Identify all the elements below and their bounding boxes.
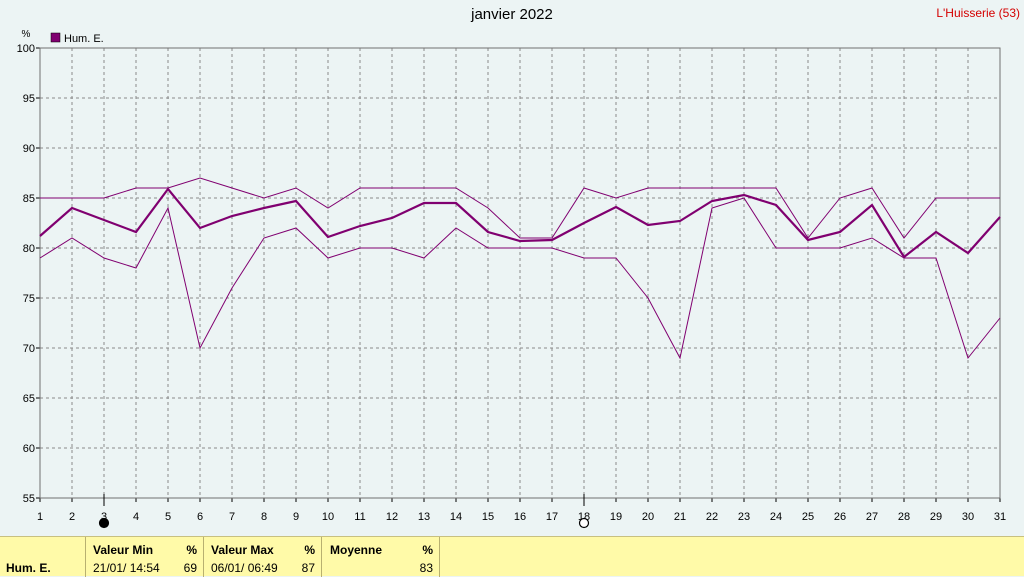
y-tick-label: 90 xyxy=(23,143,35,155)
series-line-max xyxy=(40,177,1000,239)
x-tick-label: 27 xyxy=(866,511,878,523)
y-tick-label: 75 xyxy=(23,293,35,305)
x-tick-label: 5 xyxy=(165,511,171,523)
series-line-min xyxy=(39,197,1001,360)
series-line-mean xyxy=(39,187,1001,259)
y-tick-label: 80 xyxy=(23,243,35,255)
min-value: 69 xyxy=(183,561,197,575)
x-tick-label: 22 xyxy=(706,511,718,523)
series-lines xyxy=(39,177,1001,360)
x-tick-label: 10 xyxy=(322,511,334,523)
y-tick-label: 70 xyxy=(23,343,35,355)
x-tick-label: 26 xyxy=(834,511,846,523)
x-tick-label: 14 xyxy=(450,511,462,523)
legend-swatch xyxy=(50,32,61,43)
min-unit: % xyxy=(186,543,197,557)
full-moon-icon xyxy=(578,517,590,529)
new-moon-icon xyxy=(98,517,110,529)
max-when: 06/01/ 06:49 xyxy=(211,561,278,575)
max-header: Valeur Max xyxy=(211,543,274,557)
footer-min-cell: Valeur Min % 21/01/ 14:54 69 xyxy=(86,537,204,577)
x-tick-label: 25 xyxy=(802,511,814,523)
x-tick-label: 19 xyxy=(610,511,622,523)
avg-unit: % xyxy=(422,543,433,557)
min-when: 21/01/ 14:54 xyxy=(93,561,160,575)
x-tick-label: 7 xyxy=(229,511,235,523)
x-tick-label: 16 xyxy=(514,511,526,523)
x-tick-label: 23 xyxy=(738,511,750,523)
y-axis-label: % xyxy=(22,29,31,40)
y-tick-label: 60 xyxy=(23,443,35,455)
y-tick-label: 85 xyxy=(23,193,35,205)
max-unit: % xyxy=(304,543,315,557)
grid-lines xyxy=(40,47,1000,498)
x-tick-label: 2 xyxy=(69,511,75,523)
x-tick-label: 1 xyxy=(37,511,43,523)
avg-value: 83 xyxy=(419,561,433,575)
x-tick-label: 29 xyxy=(930,511,942,523)
x-tick-label: 31 xyxy=(994,511,1006,523)
x-tick-label: 3 xyxy=(101,511,107,523)
station-name: L'Huisserie (53) xyxy=(936,6,1020,20)
x-tick-label: 12 xyxy=(386,511,398,523)
x-tick-label: 17 xyxy=(546,511,558,523)
footer-max-cell: Valeur Max % 06/01/ 06:49 87 xyxy=(204,537,322,577)
axes xyxy=(36,47,1001,506)
legend-label: Hum. E. xyxy=(64,33,104,45)
x-tick-label: 28 xyxy=(898,511,910,523)
x-tick-label: 15 xyxy=(482,511,494,523)
min-header: Valeur Min xyxy=(93,543,154,557)
footer-avg-cell: Moyenne % 83 xyxy=(322,537,440,577)
x-tick-label: 13 xyxy=(418,511,430,523)
x-tick-label: 11 xyxy=(354,511,365,523)
avg-header: Moyenne xyxy=(330,543,383,557)
footer-label-cell: Hum. E. xyxy=(0,537,86,577)
x-tick-label: 24 xyxy=(770,511,782,523)
plot-frame xyxy=(39,47,1001,499)
y-tick-label: 55 xyxy=(23,493,35,505)
x-tick-label: 8 xyxy=(261,511,267,523)
y-tick-label: 65 xyxy=(23,393,35,405)
y-tick-label: 95 xyxy=(23,93,35,105)
x-tick-label: 6 xyxy=(197,511,203,523)
y-tick-label: 100 xyxy=(17,43,35,55)
chart-title: janvier 2022 xyxy=(471,6,553,23)
stats-footer: Hum. E. Valeur Min % 21/01/ 14:54 69 Val… xyxy=(0,536,1024,577)
x-tick-label: 30 xyxy=(962,511,974,523)
x-tick-label: 4 xyxy=(133,511,139,523)
x-tick-label: 9 xyxy=(293,511,299,523)
max-value: 87 xyxy=(301,561,315,575)
x-tick-label: 20 xyxy=(642,511,654,523)
x-tick-label: 21 xyxy=(674,511,686,523)
legend: Hum. E. xyxy=(50,32,104,45)
footer-row-label: Hum. E. xyxy=(6,561,51,575)
